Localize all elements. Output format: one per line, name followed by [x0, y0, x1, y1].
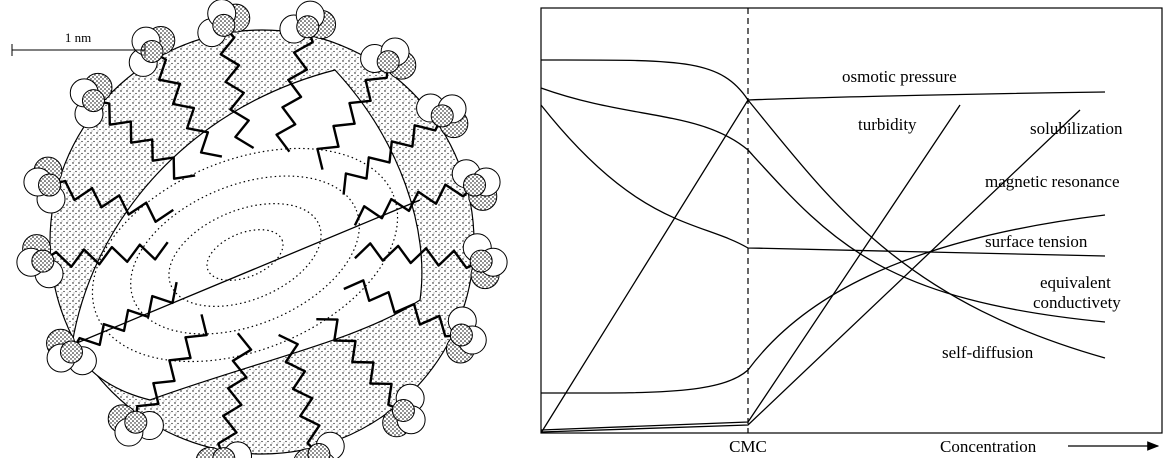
curve-turbidity	[540, 104, 961, 431]
alkyl-chain	[343, 279, 462, 338]
head-group	[416, 93, 469, 139]
curve-solubilization	[540, 109, 1081, 433]
atom	[296, 15, 320, 39]
atom	[469, 249, 493, 273]
curve-label: conductivety	[1033, 293, 1121, 312]
atom	[59, 340, 83, 364]
curve-osmotic-pressure	[540, 91, 1106, 434]
head-group	[445, 306, 487, 364]
head-group	[197, 0, 251, 48]
alkyl-chain	[70, 281, 178, 353]
head-group	[451, 159, 501, 211]
curve-label: self-diffusion	[942, 343, 1034, 362]
alkyl-chain	[42, 241, 169, 268]
curve-equivalent-conductivity	[540, 87, 1106, 323]
alkyl-chain	[219, 24, 255, 150]
head-group	[360, 37, 417, 80]
alkyl-chain	[354, 242, 482, 270]
curve-label: osmotic pressure	[842, 67, 957, 86]
head-group	[16, 234, 64, 289]
curve-surface-tension	[540, 104, 1106, 257]
atom	[391, 399, 415, 423]
atom	[140, 39, 164, 63]
alkyl-chain	[93, 99, 196, 180]
curve-label: equivalent	[1040, 273, 1111, 292]
head-group	[128, 26, 176, 77]
cut-edge	[71, 199, 421, 346]
property-plot: osmotic pressure turbidity solubilizatio…	[540, 7, 1163, 456]
curves	[540, 59, 1106, 434]
alkyl-chain	[151, 50, 223, 158]
head-group	[23, 156, 66, 214]
curve-label: magnetic resonance	[985, 172, 1120, 191]
alkyl-chain	[278, 333, 321, 456]
head-group	[69, 72, 113, 129]
cmc-label: CMC	[729, 437, 767, 456]
head-group	[462, 233, 508, 290]
curve-magnetic-resonance	[540, 214, 1106, 394]
alkyl-chain	[316, 318, 404, 412]
head-group	[279, 0, 337, 44]
alkyl-chains	[42, 24, 482, 460]
atom	[430, 104, 454, 128]
plot-frame	[540, 7, 1163, 434]
alkyl-chain	[275, 26, 314, 153]
micelle-illustration: 1 nm	[11, 0, 508, 463]
atom	[376, 50, 400, 74]
alkyl-chain	[342, 115, 444, 195]
atom	[212, 13, 236, 37]
atom	[124, 410, 148, 434]
atom	[31, 249, 55, 273]
x-axis-label: Concentration	[940, 437, 1037, 456]
head-group	[382, 383, 426, 438]
curve-label: solubilization	[1030, 119, 1123, 138]
core-rings	[91, 147, 399, 363]
atom	[37, 173, 61, 197]
head-group	[46, 328, 97, 376]
alkyl-chain	[316, 61, 390, 170]
alkyl-chain	[353, 183, 476, 226]
alkyl-chain	[49, 179, 174, 223]
atom	[449, 323, 473, 347]
curve-label: surface tension	[985, 232, 1088, 251]
alkyl-chain	[217, 332, 253, 460]
curve-self-diffusion	[540, 59, 1106, 359]
atom	[463, 173, 487, 197]
scale-label: 1 nm	[65, 30, 91, 45]
alkyl-chain	[134, 314, 208, 423]
curve-label: turbidity	[858, 115, 917, 134]
atom	[81, 89, 105, 113]
head-group	[107, 404, 164, 447]
